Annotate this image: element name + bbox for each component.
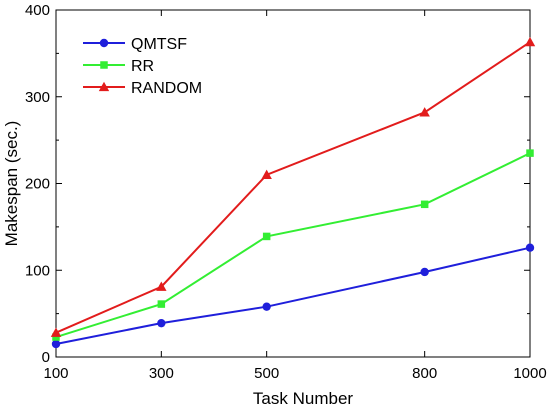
y-axis-title: Makespan (sec.): [2, 121, 21, 247]
series-random: [50, 36, 536, 337]
y-tick-label: 300: [25, 89, 50, 106]
data-point-qmtsf: [51, 339, 61, 349]
legend-label-rr: RR: [131, 58, 154, 75]
data-point-rr: [526, 149, 534, 157]
legend: QMTSF RR RANDOM: [83, 36, 202, 97]
plot-frame: [55, 9, 531, 358]
plot-area: [55, 9, 531, 358]
y-tick-label: 0: [42, 349, 50, 366]
series-rr: [52, 149, 534, 341]
data-point-qmtsf: [157, 318, 166, 328]
legend-label-random: RANDOM: [131, 80, 202, 97]
x-axis-title: Task Number: [253, 389, 353, 408]
data-point-qmtsf: [525, 243, 535, 252]
series-layer: [50, 36, 536, 349]
series-line-rr: [55, 152, 531, 339]
x-tick-label: 500: [254, 365, 279, 382]
data-point-qmtsf: [420, 267, 429, 277]
x-tick-label: 800: [412, 365, 437, 382]
data-point-random: [50, 327, 62, 337]
x-tick-label: 1000: [513, 365, 546, 382]
y-tick-label: 100: [25, 262, 50, 279]
legend-item-random: RANDOM: [83, 80, 202, 97]
y-tick-label: 400: [25, 2, 50, 19]
legend-marker-random: [98, 81, 110, 92]
legend-marker-rr: [100, 61, 108, 69]
y-axis: 0 100 200 300 400: [25, 2, 530, 366]
x-tick-label: 100: [43, 365, 68, 382]
legend-label-qmtsf: QMTSF: [131, 36, 187, 53]
legend-item-rr: RR: [83, 58, 154, 75]
legend-item-qmtsf: QMTSF: [83, 36, 187, 53]
data-point-random: [261, 169, 272, 179]
series-line-qmtsf: [55, 246, 531, 345]
data-point-qmtsf: [262, 302, 271, 311]
data-point-rr: [420, 200, 429, 209]
data-point-rr: [262, 232, 271, 241]
x-axis: 100 300 500 800 1000: [43, 10, 547, 382]
y-tick-label: 200: [25, 176, 50, 193]
data-point-rr: [157, 300, 166, 308]
data-point-random: [156, 281, 167, 291]
data-point-rr: [52, 333, 60, 341]
data-point-random: [524, 36, 536, 47]
x-tick-label: 300: [149, 365, 174, 382]
data-point-random: [419, 107, 430, 117]
legend-marker-qmtsf: [99, 38, 109, 48]
series-qmtsf: [51, 243, 535, 349]
